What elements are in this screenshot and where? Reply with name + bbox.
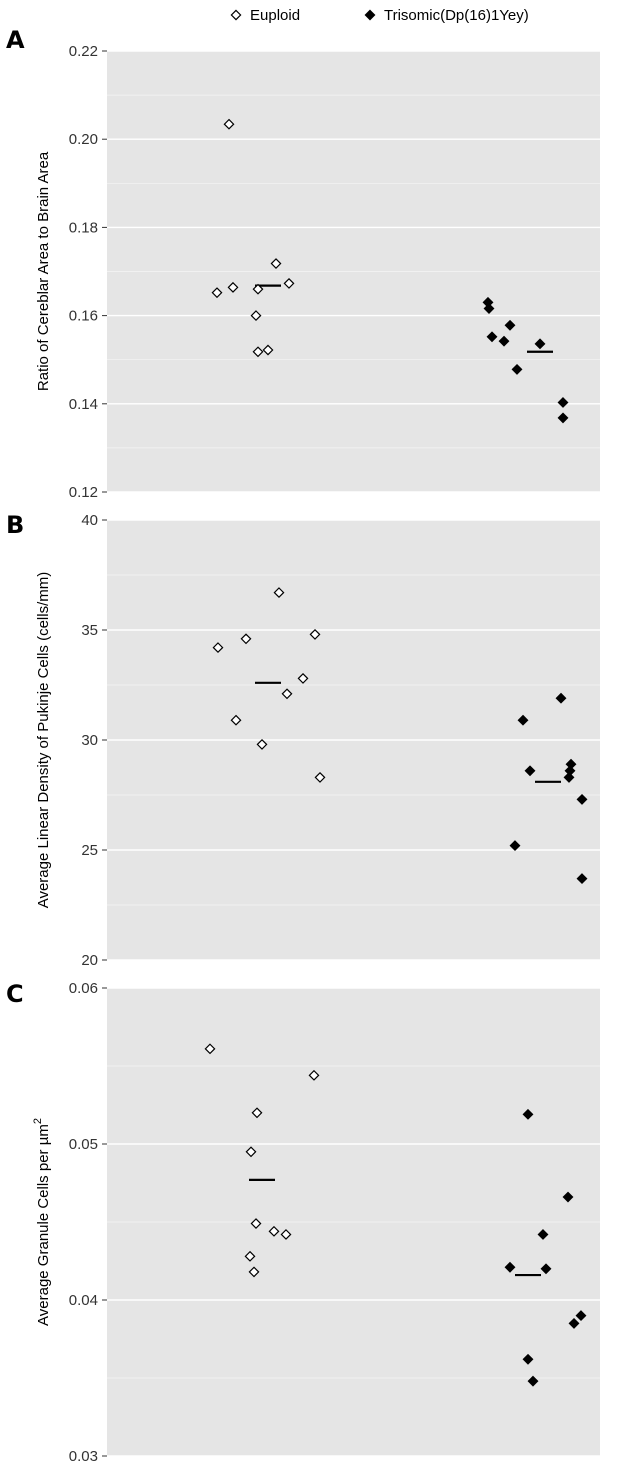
euploid-point [230, 714, 242, 726]
series-euploid [212, 587, 326, 783]
euploid-point [270, 258, 282, 270]
panel-label: A [6, 26, 25, 54]
y-tick-label: 20 [81, 952, 98, 969]
euploid-point [252, 283, 264, 295]
trisomic-point [527, 1375, 539, 1387]
euploid-point [212, 642, 224, 654]
trisomic-point [483, 303, 495, 314]
euploid-point [250, 310, 262, 322]
euploid-point [251, 1107, 263, 1119]
panel-c: 0.03 0.04 0.05 0.06 C Average Granule Cells p… [6, 980, 600, 1465]
panel-b: 20 25 30 35 40 B Average Linear Density of Puk… [6, 511, 600, 969]
y-tick-label: 0.22 [69, 43, 98, 60]
trisomic-point [540, 1263, 552, 1275]
y-axis-title-text: Ratio of Cereblar Area to Brain Area [35, 151, 52, 391]
euploid-point [227, 281, 239, 293]
legend-key-euploid [230, 9, 242, 21]
trisomic-point [555, 692, 567, 704]
panel-label: C [6, 980, 24, 1008]
series-trisomic [509, 692, 588, 885]
y-axis-title-superscript: 2 [32, 1118, 44, 1124]
y-tick-label: 0.14 [69, 396, 98, 413]
trisomic-point [486, 331, 498, 343]
euploid-point [250, 1218, 262, 1230]
series-euploid [204, 1043, 320, 1278]
series-euploid [211, 118, 295, 358]
euploid-point [204, 1043, 216, 1055]
y-axis-title: Average Linear Density of Pukinje Cells … [35, 572, 52, 909]
legend-key-trisomic [364, 9, 376, 21]
panels: 0.12 0.14 0.16 0.18 0.20 0.22 A Ratio of Cerebl… [6, 26, 600, 1465]
euploid-point [256, 738, 268, 750]
trisomic-point [557, 397, 569, 408]
euploid-point [280, 1229, 292, 1240]
y-tick-label: 40 [81, 512, 98, 529]
trisomic-point [522, 1353, 534, 1365]
y-tick-label: 0.06 [69, 980, 98, 997]
series-trisomic [504, 1108, 587, 1387]
y-axis-title: Ratio of Cereblar Area to Brain Area [35, 151, 52, 391]
y-axis-title-text: Average Granule Cells per µm [35, 1124, 52, 1326]
trisomic-point [522, 1108, 534, 1120]
trisomic-point [498, 335, 510, 347]
euploid-point [309, 628, 321, 640]
y-tick-label: 25 [81, 842, 98, 859]
y-tick-label: 0.20 [69, 131, 98, 148]
y-tick-label: 0.18 [69, 219, 98, 236]
legend-label-euploid: Euploid [250, 7, 300, 24]
trisomic-point [576, 793, 588, 805]
y-tick-label: 0.16 [69, 308, 98, 325]
trisomic-point [504, 319, 516, 331]
euploid-point [308, 1069, 320, 1081]
euploid-point [281, 688, 293, 700]
euploid-point [240, 633, 252, 645]
euploid-point [262, 344, 274, 356]
euploid-point [297, 672, 309, 684]
trisomic-point [563, 771, 575, 783]
y-axis-title: Average Granule Cells per µm2 [32, 1118, 52, 1326]
trisomic-point [568, 1317, 580, 1329]
legend-label-trisomic: Trisomic(Dp(16)1Yey) [384, 7, 529, 24]
euploid-point [211, 287, 223, 299]
euploid-point [223, 118, 235, 130]
panel-label: B [6, 511, 24, 539]
euploid-point [244, 1250, 256, 1262]
y-tick-label: 0.04 [69, 1292, 98, 1309]
trisomic-point [517, 714, 529, 726]
trisomic-point [562, 1191, 574, 1203]
euploid-point [248, 1266, 260, 1278]
euploid-point [252, 346, 264, 358]
euploid-point [314, 771, 326, 783]
euploid-point [273, 587, 285, 599]
legend: Euploid Trisomic(Dp(16)1Yey) [230, 7, 529, 24]
euploid-point [268, 1225, 280, 1237]
y-tick-label: 35 [81, 622, 98, 639]
trisomic-point [575, 1310, 587, 1322]
y-tick-label: 0.03 [69, 1448, 98, 1465]
y-tick-label: 0.12 [69, 484, 98, 501]
trisomic-point [509, 840, 521, 852]
y-tick-label: 30 [81, 732, 98, 749]
trisomic-point [504, 1261, 516, 1273]
trisomic-point [534, 338, 546, 350]
trisomic-point [576, 873, 588, 885]
trisomic-point [511, 363, 523, 375]
y-tick-label: 0.05 [69, 1136, 98, 1153]
trisomic-point [557, 412, 569, 424]
euploid-point [245, 1146, 257, 1158]
series-trisomic [482, 296, 569, 424]
euploid-point [283, 277, 295, 289]
trisomic-point [524, 765, 536, 777]
y-axis-title-text: Average Linear Density of Pukinje Cells … [35, 572, 52, 909]
panel-a: 0.12 0.14 0.16 0.18 0.20 0.22 A Ratio of Cerebl… [6, 26, 600, 501]
trisomic-point [537, 1229, 549, 1240]
